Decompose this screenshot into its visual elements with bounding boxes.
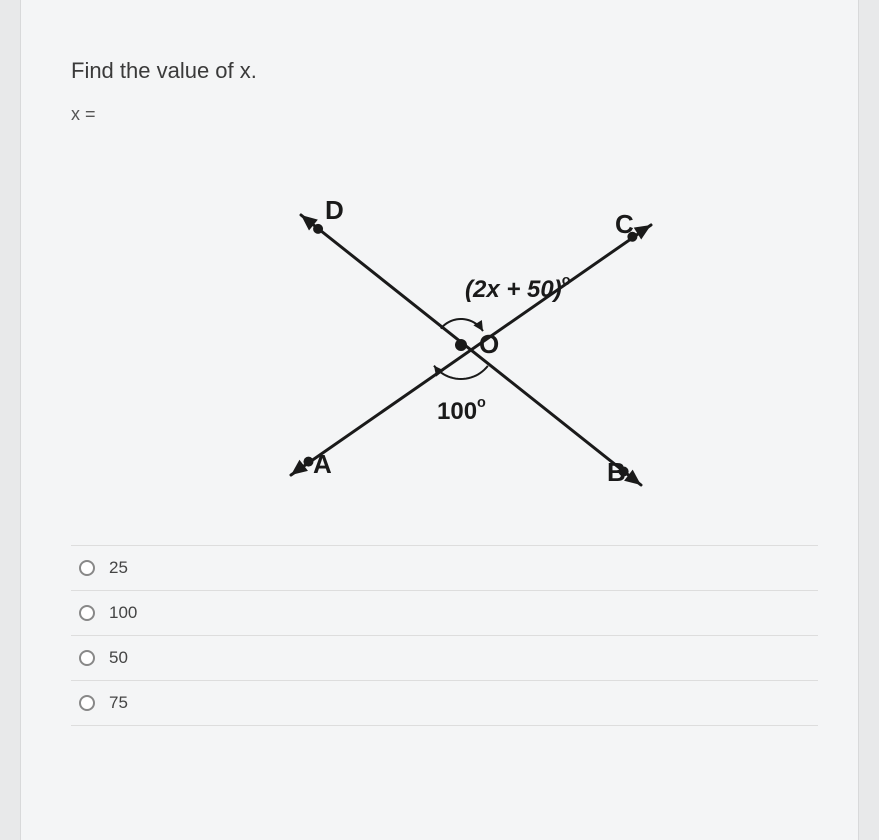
radio-icon [79,695,95,711]
radio-icon [79,605,95,621]
svg-text:A: A [313,449,332,479]
answer-option[interactable]: 100 [71,591,818,636]
answer-label: 100 [109,603,137,623]
geometry-diagram: D C A B O (2x + 50)o 100o [181,155,741,515]
variable-line: x = [71,104,818,125]
svg-text:(2x + 50)o: (2x + 50)o [465,273,571,303]
answer-option[interactable]: 75 [71,681,818,726]
answer-label: 50 [109,648,128,668]
answer-label: 75 [109,693,128,713]
radio-icon [79,560,95,576]
svg-text:B: B [607,457,626,487]
svg-text:C: C [615,209,634,239]
answer-list: 25 100 50 75 [71,545,818,726]
svg-text:D: D [325,195,344,225]
diagram-svg: D C A B O (2x + 50)o 100o [181,155,741,515]
answer-option[interactable]: 25 [71,546,818,591]
svg-text:100o: 100o [437,395,486,425]
answer-label: 25 [109,558,128,578]
svg-text:O: O [479,329,499,359]
answer-option[interactable]: 50 [71,636,818,681]
question-card: Find the value of x. x = D C A B O (2x + 50)o… [20,0,859,840]
question-prompt: Find the value of x. [71,58,818,84]
radio-icon [79,650,95,666]
